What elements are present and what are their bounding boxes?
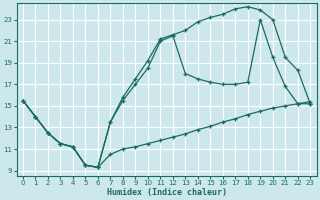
X-axis label: Humidex (Indice chaleur): Humidex (Indice chaleur)	[107, 188, 227, 197]
